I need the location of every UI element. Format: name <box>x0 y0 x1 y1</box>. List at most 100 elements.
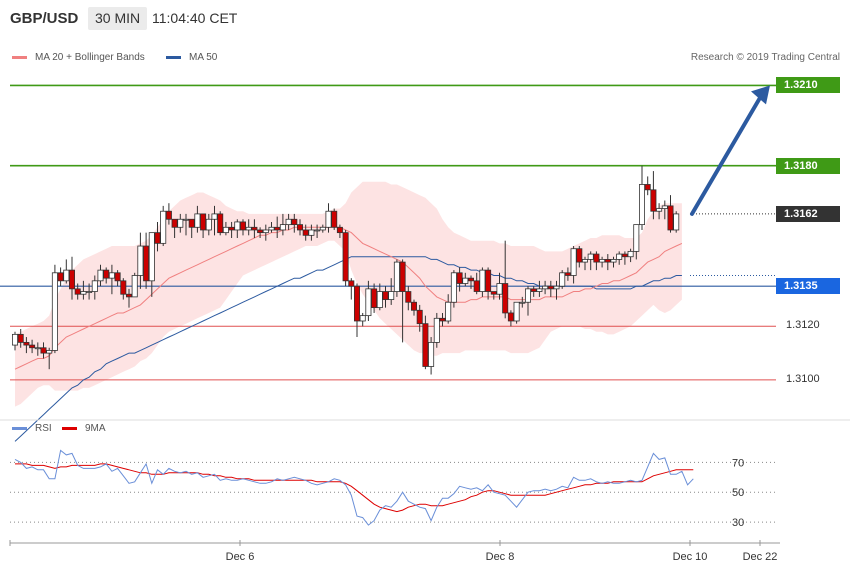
candle-up <box>268 226 275 231</box>
candle-down <box>40 347 47 354</box>
ma20-line <box>14 226 683 370</box>
x-tick-label: Dec 10 <box>673 551 708 563</box>
candle-down <box>507 312 514 322</box>
rsi-swatch <box>12 426 27 430</box>
candle-down <box>621 253 628 258</box>
candle-up <box>536 288 543 292</box>
candle-up <box>479 269 486 292</box>
candle-up <box>627 250 634 258</box>
candle-down <box>257 229 264 234</box>
candle-up <box>308 229 315 236</box>
candle-down <box>171 218 178 228</box>
candle-down <box>382 291 389 300</box>
candle-up <box>656 208 663 212</box>
candle-down <box>371 288 378 309</box>
candle-up <box>673 213 680 231</box>
candle-up <box>314 229 321 232</box>
candle-down <box>547 285 554 290</box>
candle-up <box>559 272 566 287</box>
candle-up <box>525 288 532 303</box>
candle-down <box>143 245 150 282</box>
candle-up <box>222 226 229 234</box>
candle-down <box>473 280 480 292</box>
time-label: 11:04:40 CET <box>152 10 238 26</box>
candle-up <box>553 285 560 290</box>
candle-down <box>251 226 258 231</box>
candle-down <box>422 323 429 367</box>
candle-up <box>63 269 70 282</box>
candle-up <box>177 218 184 228</box>
candle-up <box>450 272 457 303</box>
candle-down <box>114 272 121 282</box>
candle-down <box>399 261 406 292</box>
candle-up <box>160 210 167 244</box>
candle-up <box>639 184 646 226</box>
candle-up <box>393 261 400 292</box>
candle-down <box>530 288 537 292</box>
candle-up <box>633 224 640 252</box>
candle-down <box>165 210 172 220</box>
rsi-level-label: 70 <box>732 457 744 469</box>
candle-up <box>34 347 41 350</box>
candle-down <box>120 280 127 295</box>
legend-ma50: MA 50 <box>166 52 217 63</box>
candle-up <box>245 226 252 231</box>
candle-up <box>80 291 87 295</box>
rsi-line <box>14 449 694 526</box>
candle-down <box>200 213 207 231</box>
timeframe-badge[interactable]: 30 MIN <box>88 7 148 30</box>
candle-down <box>239 221 246 231</box>
candle-down <box>296 224 303 231</box>
candle-down <box>353 285 360 322</box>
price-label-1.3100: 1.3100 <box>786 372 820 385</box>
candle-down <box>502 283 509 314</box>
candle-down <box>644 184 651 191</box>
legend-bollinger: MA 20 + Bollinger Bands <box>12 52 145 63</box>
candle-up <box>51 272 58 351</box>
x-tick-label: Dec 22 <box>743 551 778 563</box>
candle-down <box>604 259 611 263</box>
candle-up <box>205 218 212 231</box>
candle-up <box>388 291 395 300</box>
legend-bollinger-label: MA 20 + Bollinger Bands <box>35 52 145 63</box>
candle-up <box>285 218 292 226</box>
candle-up <box>211 213 218 220</box>
candle-down <box>485 269 492 292</box>
candle-down <box>23 341 30 346</box>
candle-up <box>86 291 93 293</box>
candle-up <box>570 248 577 276</box>
legend-rsi: RSI <box>12 423 52 434</box>
price-label-1.3162: 1.3162 <box>776 205 840 222</box>
legend-ma9-label: 9MA <box>85 423 106 434</box>
candle-up <box>359 315 366 322</box>
candle-up <box>587 253 594 260</box>
candle-down <box>576 248 583 263</box>
candle-up <box>262 229 269 234</box>
bollinger-swatch <box>12 55 27 59</box>
candle-up <box>513 301 520 322</box>
candle-up <box>319 226 326 231</box>
candle-down <box>29 344 36 349</box>
candle-up <box>182 218 189 221</box>
candle-down <box>667 205 674 231</box>
candle-down <box>274 226 281 231</box>
candle-up <box>445 301 452 322</box>
candle-up <box>234 221 241 231</box>
ma50-swatch <box>166 55 181 59</box>
candle-up <box>365 288 372 317</box>
candle-up <box>108 272 115 279</box>
candle-down <box>416 309 423 325</box>
candle-up <box>610 259 617 263</box>
forecast-arrow-shaft <box>690 92 764 216</box>
candle-up <box>194 213 201 228</box>
candle-up <box>496 283 503 295</box>
candle-up <box>131 275 138 298</box>
candle-down <box>593 253 600 263</box>
candle-down <box>467 277 474 282</box>
candle-down <box>410 301 417 311</box>
candle-down <box>456 272 463 284</box>
candle-down <box>439 317 446 322</box>
candle-up <box>599 259 606 263</box>
price-label-1.3120: 1.3120 <box>786 319 820 332</box>
